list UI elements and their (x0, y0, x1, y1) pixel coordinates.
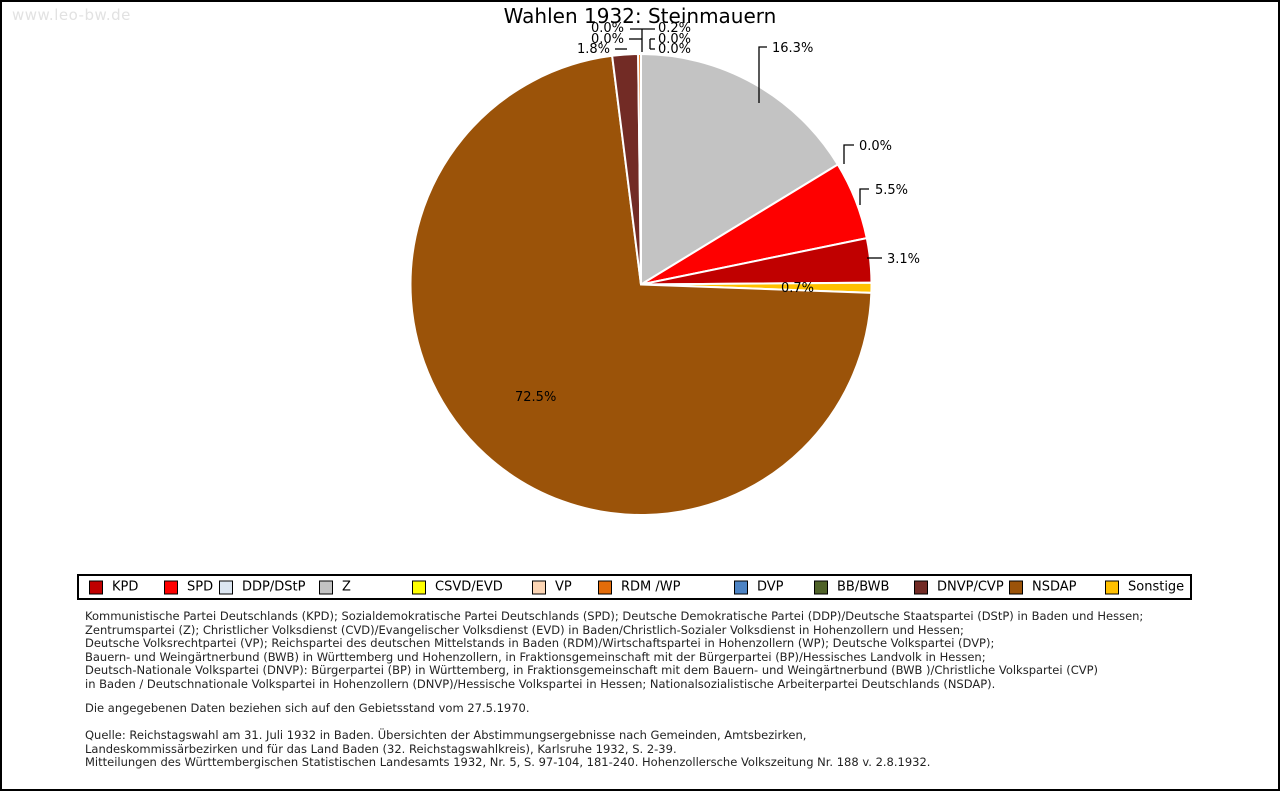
legend-swatch (164, 580, 178, 594)
slice-label-VP: 0.0% (658, 32, 691, 47)
legend-label: Z (342, 579, 351, 595)
legend-swatch (532, 580, 546, 594)
footnote-line: Bauern- und Weingärtnerbund (BWB) in Wür… (85, 649, 986, 664)
territorial-note: Die angegebenen Daten beziehen sich auf … (85, 700, 530, 715)
footnote-line: Deutsche Volksrechtpartei (VP); Reichspa… (85, 636, 995, 651)
footnote-line: Mitteilungen des Württembergischen Stati… (85, 755, 931, 770)
legend-label: KPD (112, 579, 139, 595)
legend-swatch (914, 580, 928, 594)
legend-label: NSDAP (1032, 579, 1077, 595)
footnote-line: Zentrumspartei (Z); Christlicher Volksdi… (85, 622, 964, 637)
callout-line-Z (758, 46, 767, 103)
legend-swatch (412, 580, 426, 594)
callout-line-SPD (859, 188, 869, 205)
legend-label: DDP/DStP (242, 579, 306, 595)
source-citation: Quelle: Reichstagswahl am 31. Juli 1932 … (85, 729, 1258, 770)
slice-label-RDM /WP: 0.2% (658, 21, 691, 36)
footnote-line: Landeskommissärbezirken und für das Land… (85, 741, 677, 756)
footnotes: Kommunistische Partei Deutschlands (KPD)… (85, 609, 1258, 770)
chart-legend: KPD SPD DDP/DStP Z CSVD/EVD VP RDM /WP DVP BB/BW… (77, 574, 1192, 600)
slice-label-NSDAP: 72.5% (515, 390, 556, 405)
pie-slice-Z (640, 52, 840, 287)
legend-item-NSDAP: NSDAP (1009, 580, 1077, 595)
legend-swatch (319, 580, 333, 594)
slice-label-SPD: 5.5% (875, 183, 908, 198)
footnote-line: Deutsch-Nationale Volkspartei (DNVP): Bü… (85, 663, 1099, 678)
legend-item-RDM /WP: RDM /WP (598, 580, 680, 595)
slice-label-DDP/DStP: 0.0% (859, 139, 892, 154)
legend-item-Sonstige: Sonstige (1105, 580, 1184, 595)
pie-slice-NSDAP (409, 54, 873, 516)
footnote-line: in Baden / Deutschnationale Volkspartei … (85, 676, 996, 691)
party-definitions: Kommunistische Partei Deutschlands (KPD)… (85, 609, 1258, 692)
pie-slice-RDM /WP (637, 52, 642, 285)
legend-label: DVP (757, 579, 784, 595)
slice-label-DNVP/CVP: 1.8% (577, 42, 610, 57)
legend-label: Sonstige (1128, 579, 1185, 595)
legend-item-CSVD/EVD: CSVD/EVD (412, 580, 503, 595)
legend-item-VP: VP (532, 580, 572, 595)
legend-item-Z: Z (319, 580, 351, 595)
slice-label-DVP: 0.0% (591, 21, 624, 36)
legend-label: VP (555, 579, 572, 595)
pie-chart: 3.1%5.5%0.0%16.3%0.0%0.0%0.2%0.0%0.0%1.8… (409, 21, 920, 516)
legend-swatch (89, 580, 103, 594)
slice-label-KPD: 3.1% (887, 252, 920, 267)
legend-item-DDP/DStP: DDP/DStP (219, 580, 305, 595)
slice-label-CSVD/EVD: 0.0% (658, 42, 691, 57)
legend-item-DNVP/CVP: DNVP/CVP (914, 580, 1004, 595)
chart-title: Wahlen 1932: Steinmauern (503, 4, 777, 28)
legend-swatch (814, 580, 828, 594)
slice-label-Sonstige: 0.7% (781, 281, 814, 296)
legend-item-DVP: DVP (734, 580, 784, 595)
legend-label: RDM /WP (621, 579, 681, 595)
slice-label-Z: 16.3% (772, 41, 813, 56)
slice-label-BB/BWB: 0.0% (591, 32, 624, 47)
legend-item-SPD: SPD (164, 580, 213, 595)
legend-swatch (1009, 580, 1023, 594)
legend-swatch (598, 580, 612, 594)
footnote-line: Quelle: Reichstagswahl am 31. Juli 1932 … (85, 728, 807, 743)
legend-item-BB/BWB: BB/BWB (814, 580, 889, 595)
legend-label: BB/BWB (837, 579, 890, 595)
watermark: www.leo-bw.de (12, 6, 131, 24)
legend-swatch (1105, 580, 1119, 594)
legend-label: CSVD/EVD (435, 579, 503, 595)
legend-swatch (734, 580, 748, 594)
footnote-line: Kommunistische Partei Deutschlands (KPD)… (85, 609, 1144, 623)
callout-line-DDP/DStP (843, 144, 854, 164)
legend-item-KPD: KPD (89, 580, 138, 595)
legend-label: SPD (187, 579, 214, 595)
legend-swatch (219, 580, 233, 594)
legend-label: DNVP/CVP (937, 579, 1004, 595)
